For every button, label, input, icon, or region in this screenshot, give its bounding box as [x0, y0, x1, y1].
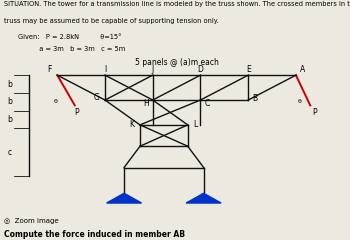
- Text: C: C: [204, 99, 209, 108]
- Polygon shape: [107, 193, 142, 203]
- Text: Compute the force induced in member AB: Compute the force induced in member AB: [4, 230, 184, 239]
- Text: F: F: [47, 65, 51, 74]
- Text: B: B: [252, 94, 257, 103]
- Text: A: A: [300, 65, 305, 74]
- Text: H: H: [144, 99, 149, 108]
- Text: G: G: [94, 93, 100, 102]
- Text: b: b: [7, 97, 12, 106]
- Text: K: K: [130, 120, 134, 129]
- Text: P: P: [313, 108, 317, 117]
- Text: D: D: [197, 65, 203, 74]
- Text: ◎  Zoom image: ◎ Zoom image: [4, 218, 58, 224]
- Text: θ: θ: [54, 99, 58, 104]
- Text: P: P: [74, 108, 79, 117]
- Text: a = 3m   b = 3m   c = 5m: a = 3m b = 3m c = 5m: [18, 46, 125, 52]
- Text: SITUATION. The tower for a transmission line is modeled by the truss shown. The : SITUATION. The tower for a transmission …: [4, 1, 350, 7]
- Text: L: L: [194, 120, 198, 129]
- Text: b: b: [7, 115, 12, 124]
- Text: 5 panels @ (a)m each: 5 panels @ (a)m each: [135, 58, 218, 67]
- Text: Given:   P = 2.8kN          θ=15°: Given: P = 2.8kN θ=15°: [18, 34, 121, 40]
- Text: c: c: [7, 148, 12, 157]
- Text: J: J: [152, 65, 154, 74]
- Text: I: I: [104, 65, 106, 74]
- Text: E: E: [246, 65, 251, 74]
- Text: θ: θ: [297, 99, 301, 104]
- Text: b: b: [7, 79, 12, 89]
- Text: truss may be assumed to be capable of supporting tension only.: truss may be assumed to be capable of su…: [4, 18, 218, 24]
- Polygon shape: [186, 193, 221, 203]
